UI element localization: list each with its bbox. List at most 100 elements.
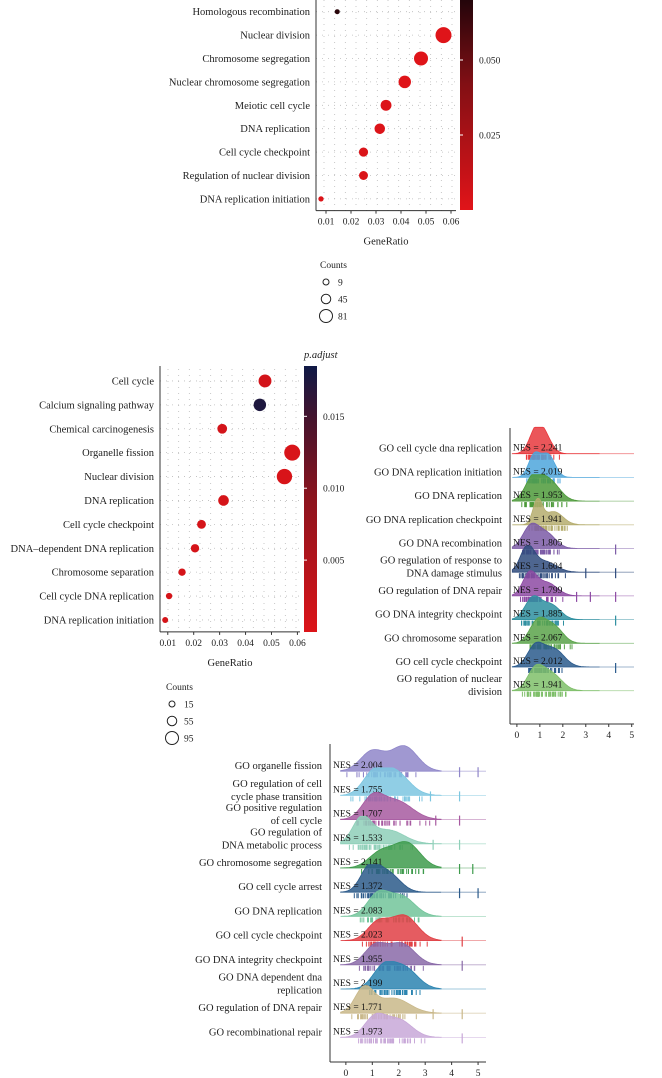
ridge-term-label: GO DNA replication checkpoint	[366, 515, 502, 526]
x-axis-title: GeneRatio	[208, 658, 253, 669]
ridge-term-label-line: DNA metabolic process	[222, 840, 322, 851]
nes-label: NES = 1.805	[513, 539, 563, 549]
ridge-term-label: GO organelle fission	[235, 761, 323, 772]
ridge-term-label: GO cell cycle checkpoint	[216, 931, 322, 942]
term-label: Chromosome segregation	[202, 54, 310, 65]
size-legend-circle	[168, 700, 176, 708]
term-label: Regulation of nuclear division	[183, 171, 311, 182]
x-tick-label: 4	[606, 731, 611, 741]
x-tick-label: 5	[476, 1069, 481, 1078]
size-legend-title: Counts	[320, 261, 347, 271]
ridge-density	[340, 889, 442, 917]
ridge-rug	[521, 691, 567, 697]
ridge-density	[340, 792, 442, 820]
nes-label: NES = 1.604	[513, 562, 563, 572]
nes-label: NES = 2.199	[333, 979, 383, 989]
ridge-term-label-line: GO cell cycle arrest	[238, 882, 322, 893]
nes-label: NES = 1.799	[513, 586, 563, 596]
ridge-term-label-line: GO DNA integrity checkpoint	[195, 955, 322, 966]
ridge-density	[340, 815, 442, 845]
ridge-term-label: GO regulation of DNA repair	[198, 1003, 322, 1014]
ridge-density	[340, 985, 442, 1014]
term-label: Homologous recombination	[192, 7, 310, 18]
size-legend-label: 55	[184, 718, 194, 728]
nes-label: NES = 2.023	[333, 931, 383, 941]
size-legend-title: Counts	[166, 683, 193, 693]
ridge-density	[340, 961, 442, 990]
x-tick-label: 0.05	[263, 639, 280, 649]
size-legend-label: 9	[338, 279, 343, 289]
dot-point	[358, 147, 369, 157]
colorbar-tick-label: 0.025	[479, 132, 501, 142]
ridge-term-label-line: GO DNA replication initiation	[374, 467, 503, 478]
dotplot-1: 0.01 0.02 0.03 0.04 0.05 0.06 GeneRatio Homolog…	[169, 0, 501, 323]
ridge-term-label-line: GO recombinational repair	[209, 1027, 323, 1038]
ridge-term-label: GO DNA recombination	[399, 539, 503, 550]
dot-point	[190, 544, 200, 553]
term-label: DNA replication initiation	[44, 615, 155, 626]
dot-point	[380, 99, 392, 111]
ridge-term-label: GO regulation of DNA metabolic process	[222, 827, 323, 851]
dot-point	[398, 75, 411, 89]
nes-label: NES = 1.755	[333, 785, 383, 795]
x-tick-label: 0	[515, 731, 520, 741]
x-tick-label: 0.03	[368, 218, 385, 228]
ridge-term-label-line: GO regulation of cell	[232, 779, 322, 790]
nes-label: NES = 1.885	[513, 610, 563, 620]
ridge-term-label-line: GO regulation of nuclear	[397, 674, 503, 685]
ridge-density	[511, 595, 600, 620]
term-label: Nuclear division	[84, 472, 154, 483]
ridge-term-label: GO chromosome separation	[384, 633, 503, 644]
ridge-term-label: GO DNA replication	[415, 491, 503, 502]
dot-point	[359, 171, 368, 180]
term-label: DNA replication	[240, 124, 310, 135]
colorbar-title: p.adjust	[303, 350, 339, 361]
ridge-density	[340, 864, 442, 893]
x-tick-label: 3	[583, 731, 588, 741]
size-legend-circle	[322, 278, 330, 286]
size-legend-circle	[319, 309, 333, 323]
ridge-term-label-line: GO DNA integrity checkpoint	[375, 610, 502, 621]
nes-label: NES = 1.941	[513, 681, 563, 691]
dotplot-2: 0.01 0.02 0.03 0.04 0.05 0.06 GeneRatio Cell cy…	[11, 350, 345, 745]
nes-label: NES = 2.004	[333, 761, 383, 771]
ridge-density	[340, 745, 442, 772]
ridgeplot-1: 0 1 2 3 4 5 GO cell cycle dna replication NES =…	[366, 426, 634, 741]
x-tick-label: 2	[560, 731, 565, 741]
ridge-term-label-line: GO cell cycle checkpoint	[396, 657, 502, 668]
dot-point	[253, 398, 267, 412]
nes-label: NES = 1.533	[333, 834, 383, 844]
ridge-term-label: GO regulation of nuclear division	[397, 674, 503, 698]
ridge-term-label-line: replication	[277, 986, 323, 997]
x-tick-label: 0.04	[393, 218, 410, 228]
nes-label: NES = 1.707	[333, 810, 383, 820]
ridge-term-label: GO regulation of DNA repair	[378, 586, 502, 597]
colorbar-tick-label: 0.010	[323, 485, 345, 495]
term-label: Cell cycle DNA replication	[39, 592, 154, 603]
ridge-term-label-line: GO DNA replication checkpoint	[366, 515, 502, 526]
x-tick-label: 5	[629, 731, 634, 741]
ridge-term-label: GO positive regulation of cell cycle	[226, 803, 323, 827]
term-label: Cell cycle checkpoint	[63, 520, 154, 531]
dot-point	[334, 9, 340, 15]
nes-label: NES = 2.067	[513, 633, 563, 643]
x-tick-label: 1	[370, 1069, 375, 1078]
dot-point	[284, 444, 301, 461]
ridge-term-label-line: GO DNA recombination	[399, 539, 503, 550]
ridge-density	[340, 1012, 442, 1038]
ridge-term-label-line: GO positive regulation	[226, 803, 323, 814]
term-label: Calcium signaling pathway	[39, 400, 155, 411]
ridge-density	[511, 616, 600, 644]
ridge-term-label-line: GO DNA dependent dna	[218, 973, 322, 984]
dot-point	[258, 374, 272, 388]
size-legend-label: 15	[184, 701, 194, 711]
ridge-term-label: GO chromosome segregation	[199, 858, 323, 869]
size-legend-circle	[166, 715, 178, 727]
ridge-term-label-line: GO chromosome segregation	[199, 858, 323, 869]
ridge-term-label-line: GO regulation of DNA repair	[378, 586, 502, 597]
size-legend-label: 45	[338, 296, 348, 306]
ridge-density	[340, 914, 442, 941]
x-tick-label: 0.02	[185, 639, 202, 649]
ridge-density	[511, 426, 600, 455]
